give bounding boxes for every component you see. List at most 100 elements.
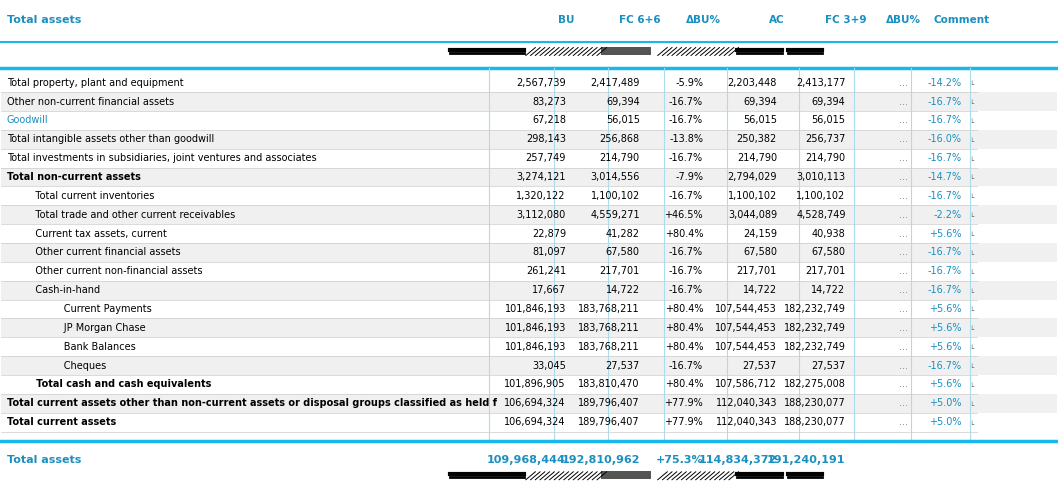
Text: 40,938: 40,938 (811, 229, 845, 239)
Text: Total intangible assets other than goodwill: Total intangible assets other than goodw… (6, 134, 214, 144)
Text: 3,112,080: 3,112,080 (516, 210, 566, 220)
Text: 67,580: 67,580 (743, 248, 777, 257)
Text: 107,544,453: 107,544,453 (715, 304, 777, 314)
Text: 69,394: 69,394 (743, 97, 777, 107)
Text: └: └ (969, 139, 973, 145)
Text: ...: ... (899, 191, 908, 201)
Text: 188,230,077: 188,230,077 (784, 398, 845, 408)
Text: ...: ... (899, 78, 908, 88)
Text: └: └ (969, 120, 973, 126)
Text: 107,586,712: 107,586,712 (715, 379, 777, 390)
Text: -16.7%: -16.7% (928, 361, 962, 371)
Text: ...: ... (899, 304, 908, 314)
Text: -16.7%: -16.7% (669, 361, 704, 371)
Text: 191,240,191: 191,240,191 (767, 456, 845, 466)
Text: 67,218: 67,218 (532, 115, 566, 125)
Text: 4,559,271: 4,559,271 (590, 210, 640, 220)
Text: ...: ... (899, 417, 908, 427)
Text: Total investments in subsidiaries, joint ventures and associates: Total investments in subsidiaries, joint… (6, 153, 316, 163)
Text: +5.0%: +5.0% (929, 417, 962, 427)
Bar (1, 394, 1057, 413)
Text: FC 3+9: FC 3+9 (825, 15, 867, 25)
Text: 3,044,089: 3,044,089 (728, 210, 777, 220)
Text: -16.7%: -16.7% (928, 115, 962, 125)
Text: ...: ... (899, 323, 908, 333)
Text: 214,790: 214,790 (600, 153, 640, 163)
Text: ...: ... (899, 134, 908, 144)
Text: ...: ... (899, 342, 908, 352)
Text: +80.4%: +80.4% (664, 379, 704, 390)
Text: 56,015: 56,015 (606, 115, 640, 125)
Text: -16.7%: -16.7% (669, 266, 704, 276)
Text: └: └ (969, 365, 973, 371)
Text: ...: ... (899, 361, 908, 371)
Text: Total current assets other than non-current assets or disposal groups classified: Total current assets other than non-curr… (6, 398, 496, 408)
Text: └: └ (969, 196, 973, 202)
Text: -14.2%: -14.2% (928, 78, 962, 88)
Text: Other current financial assets: Other current financial assets (25, 248, 180, 257)
Text: ΔBU%: ΔBU% (686, 15, 720, 25)
Text: 101,846,193: 101,846,193 (505, 323, 566, 333)
Text: +5.6%: +5.6% (929, 342, 962, 352)
Text: Cash-in-hand: Cash-in-hand (25, 285, 99, 295)
Text: 1,100,102: 1,100,102 (590, 191, 640, 201)
Bar (1, 205, 1057, 224)
Text: 112,040,343: 112,040,343 (715, 417, 777, 427)
Text: 27,537: 27,537 (811, 361, 845, 371)
Text: 67,580: 67,580 (811, 248, 845, 257)
Text: 182,232,749: 182,232,749 (784, 304, 845, 314)
Text: Other non-current financial assets: Other non-current financial assets (6, 97, 174, 107)
Text: └: └ (969, 214, 973, 220)
Text: Total non-current assets: Total non-current assets (6, 172, 141, 182)
Text: 107,544,453: 107,544,453 (715, 323, 777, 333)
Text: 24,159: 24,159 (743, 229, 777, 239)
Text: 189,796,407: 189,796,407 (578, 398, 640, 408)
Text: +5.6%: +5.6% (929, 304, 962, 314)
Text: 3,274,121: 3,274,121 (516, 172, 566, 182)
Text: 114,834,372: 114,834,372 (698, 456, 777, 466)
Text: 1,320,122: 1,320,122 (516, 191, 566, 201)
Text: ...: ... (899, 379, 908, 390)
Text: 27,537: 27,537 (605, 361, 640, 371)
Text: -13.8%: -13.8% (669, 134, 704, 144)
Text: 3,014,556: 3,014,556 (590, 172, 640, 182)
Text: 17,667: 17,667 (532, 285, 566, 295)
Text: 256,737: 256,737 (805, 134, 845, 144)
Text: 56,015: 56,015 (743, 115, 777, 125)
Text: Current tax assets, current: Current tax assets, current (25, 229, 166, 239)
Text: -16.7%: -16.7% (928, 285, 962, 295)
Text: Total cash and cash equivalents: Total cash and cash equivalents (25, 379, 211, 390)
Text: 257,749: 257,749 (526, 153, 566, 163)
Text: -16.0%: -16.0% (928, 134, 962, 144)
Text: └: └ (969, 403, 973, 409)
Text: 188,230,077: 188,230,077 (784, 417, 845, 427)
Text: 217,701: 217,701 (736, 266, 777, 276)
Text: FC 6+6: FC 6+6 (619, 15, 660, 25)
Text: 22,879: 22,879 (532, 229, 566, 239)
Text: 106,694,324: 106,694,324 (505, 417, 566, 427)
Bar (1, 281, 1057, 299)
Bar (1, 92, 1057, 111)
Text: -16.7%: -16.7% (669, 248, 704, 257)
Text: AC: AC (769, 15, 785, 25)
Text: 4,528,749: 4,528,749 (796, 210, 845, 220)
Text: 183,768,211: 183,768,211 (578, 342, 640, 352)
Text: └: └ (969, 327, 973, 333)
Text: 69,394: 69,394 (606, 97, 640, 107)
Text: Other current non-financial assets: Other current non-financial assets (25, 266, 202, 276)
Text: 83,273: 83,273 (532, 97, 566, 107)
Text: 33,045: 33,045 (532, 361, 566, 371)
Text: └: └ (969, 384, 973, 390)
Text: └: └ (969, 308, 973, 314)
Text: Total assets: Total assets (6, 456, 81, 466)
Text: 250,382: 250,382 (736, 134, 777, 144)
Text: └: └ (969, 271, 973, 277)
Text: -2.2%: -2.2% (933, 210, 962, 220)
Text: ...: ... (899, 153, 908, 163)
Text: -16.7%: -16.7% (669, 191, 704, 201)
Text: 107,544,453: 107,544,453 (715, 342, 777, 352)
Text: -16.7%: -16.7% (669, 97, 704, 107)
Text: └: └ (969, 422, 973, 428)
Text: -16.7%: -16.7% (928, 266, 962, 276)
Text: Comment: Comment (933, 15, 989, 25)
